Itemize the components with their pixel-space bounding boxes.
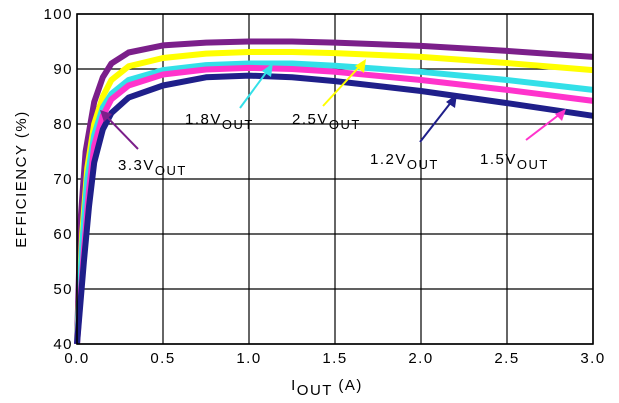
annotation-1v5-leader xyxy=(525,113,561,141)
x-axis-label-unit: (A) xyxy=(333,377,363,394)
annotation-1v5: 1.5VOUT xyxy=(480,109,566,172)
annotation-1v2: 1.2VOUT xyxy=(370,94,457,172)
y-tick-label: 100 xyxy=(43,6,73,23)
y-tick-label: 70 xyxy=(53,171,73,188)
series-line-3.3vout xyxy=(74,38,594,345)
annotation-1v2-label: 1.2VOUT xyxy=(370,151,439,172)
x-tick-label: 2.0 xyxy=(408,350,433,367)
x-axis-label-sub: OUT xyxy=(297,382,333,399)
x-tick-labels: 0.0 0.5 1.0 1.5 2.0 2.5 3.0 xyxy=(64,350,605,367)
annotation-1v5-arrowhead xyxy=(555,109,566,121)
annotation-2v5-arrowhead xyxy=(355,59,366,73)
y-tick-label: 60 xyxy=(53,226,73,243)
x-tick-label: 0.5 xyxy=(150,350,175,367)
annotation-2v5-leader xyxy=(322,65,361,107)
series-layer xyxy=(74,38,594,345)
annotation-1v8-leader xyxy=(239,69,269,109)
annotation-2v5: 2.5VOUT xyxy=(292,59,366,132)
y-tick-labels: 40 50 60 70 80 90 100 xyxy=(43,6,73,353)
annotation-3v3-arrowhead xyxy=(100,110,112,122)
annotation-2v5-label: 2.5VOUT xyxy=(292,111,361,132)
y-tick-label: 80 xyxy=(53,116,73,133)
x-tick-label: 0.0 xyxy=(64,350,89,367)
y-tick-label: 90 xyxy=(53,61,73,78)
plot-frame xyxy=(76,13,594,345)
x-tick-label: 1.5 xyxy=(322,350,347,367)
x-axis-label-main: I xyxy=(291,377,297,394)
x-tick-label: 3.0 xyxy=(580,350,605,367)
annotation-1v5-label: 1.5VOUT xyxy=(480,151,549,172)
annotation-1v2-leader xyxy=(419,100,453,143)
annotation-3v3-leader xyxy=(105,115,139,150)
x-tick-label: 2.5 xyxy=(494,350,519,367)
annotation-1v2-arrowhead xyxy=(446,94,457,108)
annotation-1v8: 1.8VOUT xyxy=(185,63,273,132)
annotation-1v8-arrowhead xyxy=(262,63,273,77)
annotation-3v3-label: 3.3VOUT xyxy=(118,157,187,178)
x-axis-label: IOUT (A) xyxy=(291,377,363,399)
series-line-1.2vout xyxy=(74,72,594,345)
x-tick-label: 1.0 xyxy=(236,350,261,367)
y-tick-label: 50 xyxy=(53,281,73,298)
annotation-3v3: 3.3VOUT xyxy=(100,110,187,178)
y-axis-label: EFFICIENCY (%) xyxy=(13,110,30,247)
annotation-1v8-label: 1.8VOUT xyxy=(185,111,254,132)
y-tick-label: 40 xyxy=(53,336,73,353)
